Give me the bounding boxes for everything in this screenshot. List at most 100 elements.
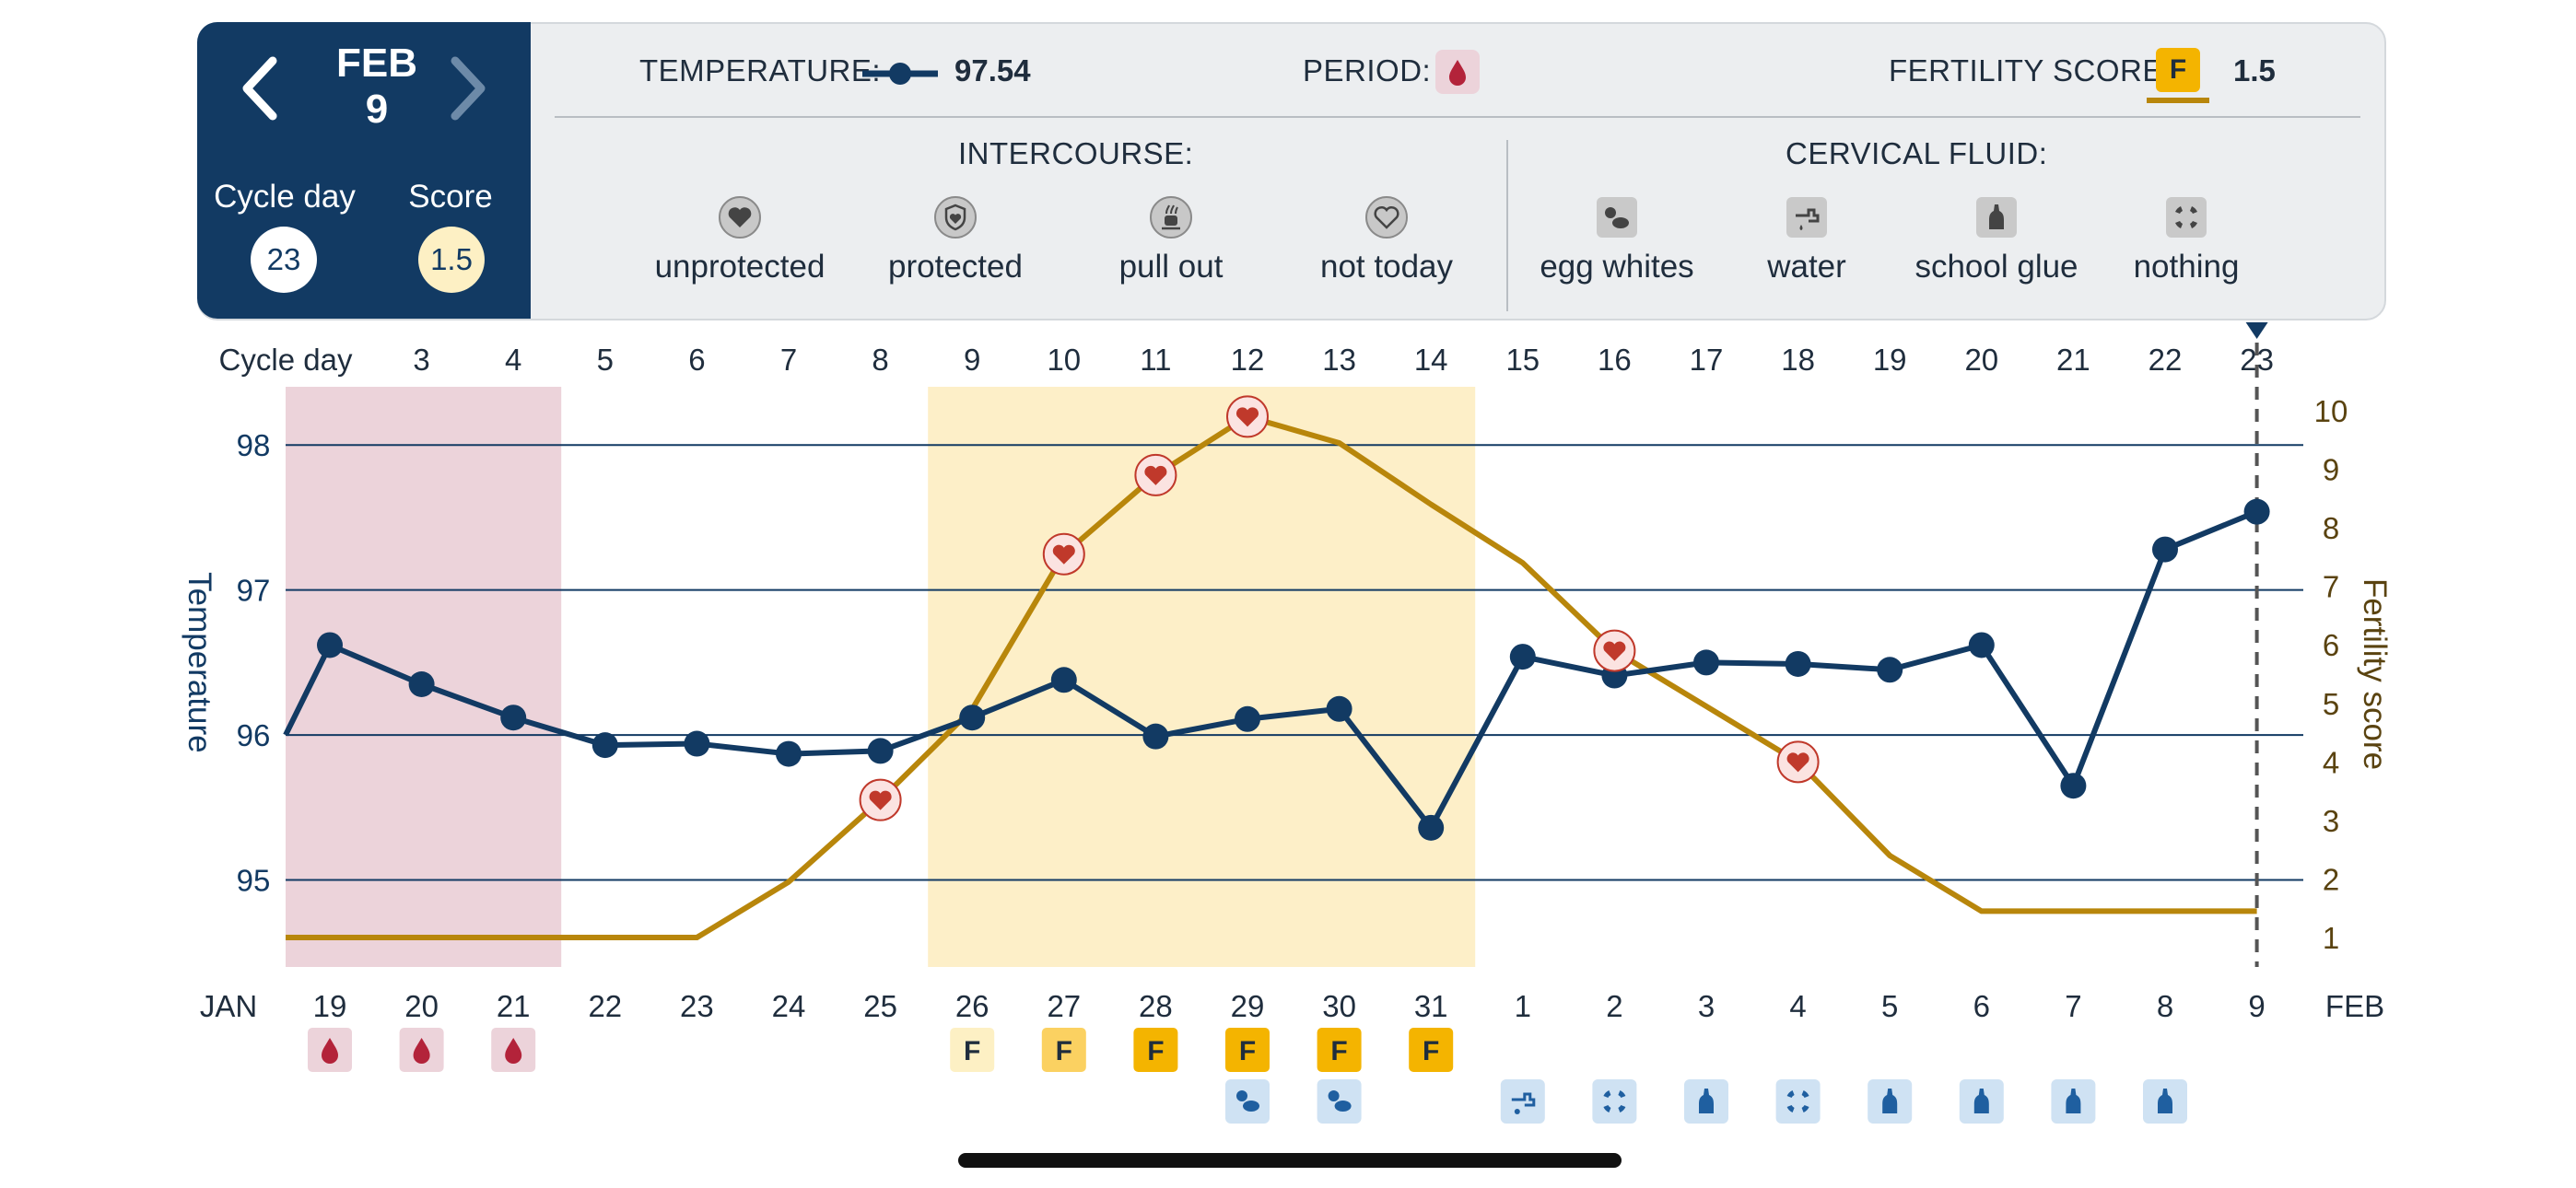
temperature-value: 97.54 <box>954 53 1031 87</box>
date-tick: 6 <box>1973 989 1990 1023</box>
temperature-point <box>2152 536 2178 563</box>
date-tick: 4 <box>1789 989 1806 1023</box>
fluid-nothing-option[interactable]: nothing <box>2080 195 2292 285</box>
heart-icon <box>1144 465 1167 485</box>
intercourse-protected-option[interactable]: protected <box>849 195 1061 285</box>
period-drop-icon[interactable] <box>1435 50 1480 94</box>
date-tick: 24 <box>772 989 806 1023</box>
fluid-water-label: water <box>1767 249 1846 285</box>
fertile-window-band <box>928 387 1476 967</box>
date-tick: 27 <box>1047 989 1081 1023</box>
day-summary-panel <box>197 22 2386 320</box>
fertility-badge-label: F <box>1423 1036 1439 1066</box>
temperature-point <box>2243 498 2270 525</box>
date-tick: 22 <box>588 989 622 1023</box>
cervical-fluid-badge <box>1500 1079 1545 1124</box>
fertility-badge-label: F <box>1239 1036 1256 1066</box>
fertility-day-badge <box>1225 1028 1270 1072</box>
fertility-score-value: 1.5 <box>2233 53 2276 87</box>
water-tap-icon <box>1511 1092 1536 1107</box>
cervical-fluid-label: CERVICAL FLUID: <box>1786 136 2048 170</box>
intercourse-pull-out-option[interactable]: pull out <box>1065 195 1277 285</box>
cycle-day-tick: 17 <box>1690 343 1724 377</box>
egg-whites-icon <box>1334 1101 1352 1112</box>
fertility-tick: 10 <box>2314 394 2348 428</box>
intercourse-not-today-option[interactable]: not today <box>1281 195 1493 285</box>
glue-bottle-icon <box>1882 1089 1898 1113</box>
cycle-day-tick: 11 <box>1140 343 1171 377</box>
selected-day-box: FEB 9 Cycle day Score 23 1.5 <box>197 22 531 319</box>
temperature-tick: 95 <box>237 864 271 898</box>
intercourse-protected-label: protected <box>888 249 1023 285</box>
date-tick: 19 <box>313 989 347 1023</box>
cycle-day-tick: 12 <box>1231 343 1265 377</box>
previous-day-button[interactable] <box>234 52 289 125</box>
fertility-tick: 7 <box>2323 570 2339 604</box>
temperature-point <box>959 705 986 731</box>
date-tick: 25 <box>863 989 897 1023</box>
temperature-point <box>1050 667 1077 693</box>
fluid-egg-whites-option[interactable]: egg whites <box>1511 195 1723 285</box>
intercourse-pull-out-label: pull out <box>1118 249 1224 285</box>
intercourse-label: INTERCOURSE: <box>958 136 1194 170</box>
temperature-point <box>1418 814 1445 841</box>
cycle-day-value: 23 <box>251 227 317 293</box>
score-label: Score <box>408 179 493 215</box>
glue-bottle-icon <box>2158 1089 2172 1113</box>
temperature-point <box>867 738 894 764</box>
selected-day-number: 9 <box>365 87 389 132</box>
temperature-tick: 98 <box>237 428 271 462</box>
fertility-day-badge <box>1041 1028 1086 1072</box>
cycle-day-tick: 16 <box>1598 343 1632 377</box>
fertility-tick: 6 <box>2323 628 2339 662</box>
fluid-water-option[interactable]: water <box>1701 195 1913 285</box>
fertility-tick: 5 <box>2323 687 2339 721</box>
temperature-point <box>1785 650 1811 677</box>
temperature-tick: 97 <box>237 574 271 608</box>
temperature-line-icon <box>862 63 938 85</box>
temperature-point <box>2060 773 2087 799</box>
month-start-label: JAN <box>200 989 257 1023</box>
egg-whites-icon <box>1243 1101 1259 1112</box>
fertility-badge-label: F <box>964 1036 980 1066</box>
fertility-day-badge <box>950 1028 995 1072</box>
chevron-left-icon <box>242 56 277 121</box>
temperature-label: TEMPERATURE: <box>639 53 882 87</box>
intercourse-unprotected-option[interactable]: unprotected <box>634 195 846 285</box>
nothing-icon <box>2166 197 2207 238</box>
period-label: PERIOD: <box>1303 53 1432 87</box>
fertility-day-badge <box>1133 1028 1178 1072</box>
nothing-icon <box>1786 1090 1809 1112</box>
date-tick: 3 <box>1698 989 1715 1023</box>
temperature-axis-label: Temperature <box>181 572 217 752</box>
glue-bottle-icon <box>1976 197 2017 238</box>
cycle-day-tick: 4 <box>505 343 521 377</box>
glue-bottle-icon <box>1699 1089 1714 1113</box>
fluid-egg-whites-label: egg whites <box>1540 249 1694 285</box>
fertility-tick: 9 <box>2323 453 2339 487</box>
temperature-point <box>1509 644 1536 670</box>
fertility-tick: 3 <box>2323 804 2339 838</box>
cycle-day-tick: 20 <box>1964 343 1998 377</box>
blood-drop-icon <box>413 1038 430 1064</box>
cycle-day-row-label: Cycle day <box>219 343 353 377</box>
date-tick: 26 <box>955 989 989 1023</box>
home-indicator[interactable] <box>958 1153 1622 1168</box>
temperature-point <box>591 732 618 759</box>
date-tick: 1 <box>1515 989 1531 1023</box>
heart-icon <box>1235 407 1259 427</box>
temperature-point <box>684 730 710 757</box>
date-tick: 29 <box>1231 989 1265 1023</box>
temperature-point <box>1877 657 1903 683</box>
next-day-button[interactable] <box>439 52 494 125</box>
heart-outline-icon <box>1365 196 1408 239</box>
fertility-axis-label: Fertility score <box>2357 578 2393 770</box>
cycle-day-tick: 18 <box>1781 343 1815 377</box>
glue-bottle-icon <box>1973 1089 1989 1113</box>
date-tick: 31 <box>1414 989 1448 1023</box>
intercourse-unprotected-label: unprotected <box>654 249 825 285</box>
date-tick: 28 <box>1139 989 1173 1023</box>
fluid-school-glue-option[interactable]: school glue <box>1891 195 2102 285</box>
fluid-school-glue-label: school glue <box>1914 249 2078 285</box>
